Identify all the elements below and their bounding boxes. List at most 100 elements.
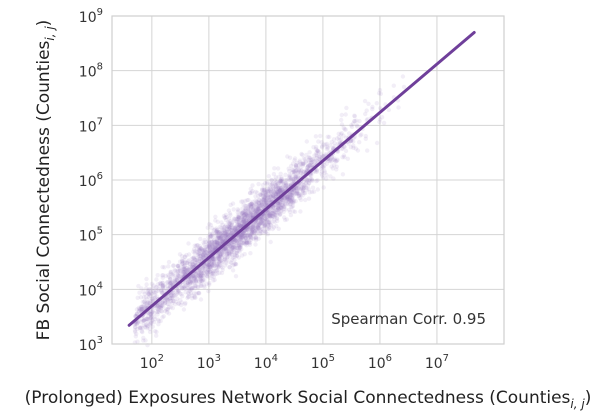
scatter-point <box>323 152 328 157</box>
scatter-point <box>262 221 267 226</box>
scatter-point <box>340 155 345 160</box>
scatter-point <box>239 235 244 240</box>
scatter-point <box>146 314 151 319</box>
scatter-point <box>226 233 231 238</box>
scatter-point <box>203 267 208 272</box>
scatter-point <box>218 237 223 243</box>
scatter-point <box>289 163 294 169</box>
scatter-point <box>278 171 283 176</box>
scatter-point <box>189 286 194 291</box>
scatter-point <box>252 207 257 212</box>
scatter-point <box>209 270 214 275</box>
scatter-point <box>143 295 149 300</box>
scatter-point <box>237 222 242 227</box>
scatter-point <box>142 291 147 297</box>
scatter-point <box>247 202 253 208</box>
scatter-point <box>198 253 203 259</box>
scatter-point <box>255 204 260 210</box>
y-tick-label-base: 10 <box>79 65 97 81</box>
scatter-point <box>279 208 284 214</box>
scatter-point <box>165 283 170 289</box>
scatter-point <box>221 213 227 219</box>
scatter-point <box>160 284 166 290</box>
scatter-point <box>289 189 294 195</box>
y-tick-label-base: 10 <box>79 119 97 135</box>
scatter-point <box>191 279 197 284</box>
scatter-point <box>239 246 244 252</box>
scatter-point <box>251 228 256 234</box>
scatter-point <box>166 311 172 316</box>
scatter-point <box>193 261 199 266</box>
scatter-point <box>245 214 251 219</box>
scatter-point <box>263 216 268 221</box>
scatter-point <box>279 208 284 213</box>
y-tick-label-exponent: 4 <box>97 280 103 291</box>
scatter-point <box>396 105 401 110</box>
scatter-point <box>244 237 250 243</box>
scatter-point <box>266 217 271 222</box>
scatter-point <box>168 284 173 289</box>
scatter-point <box>333 158 338 164</box>
scatter-point <box>287 173 292 179</box>
scatter-point <box>294 160 300 165</box>
scatter-point <box>290 196 295 201</box>
scatter-point <box>304 139 309 144</box>
scatter-point <box>280 188 285 193</box>
scatter-point <box>292 168 297 174</box>
scatter-point <box>285 182 290 187</box>
scatter-point <box>258 228 264 233</box>
scatter-point <box>236 255 241 260</box>
scatter-point <box>168 298 173 304</box>
scatter-point <box>249 211 254 216</box>
scatter-point <box>290 200 296 206</box>
scatter-point <box>201 266 206 271</box>
scatter-point <box>325 134 330 139</box>
scatter-point <box>246 214 251 219</box>
scatter-point <box>258 229 263 234</box>
scatter-point <box>219 235 224 240</box>
scatter-point <box>259 197 265 202</box>
scatter-point <box>214 229 219 235</box>
scatter-point <box>192 275 197 281</box>
scatter-point <box>263 219 269 224</box>
scatter-point <box>230 201 236 206</box>
scatter-point <box>378 91 383 97</box>
scatter-point <box>220 233 226 239</box>
scatter-point <box>232 246 237 251</box>
scatter-point <box>173 299 178 304</box>
scatter-point <box>234 253 239 258</box>
scatter-point <box>311 189 317 194</box>
scatter-point <box>195 259 200 264</box>
scatter-point <box>159 302 164 308</box>
scatter-point <box>240 217 245 222</box>
scatter-point <box>182 302 188 307</box>
scatter-point <box>262 219 267 224</box>
scatter-point <box>246 236 251 241</box>
scatter-point <box>222 256 227 262</box>
scatter-point <box>247 242 253 247</box>
scatter-point <box>258 192 263 198</box>
scatter-point <box>339 112 344 118</box>
scatter-point <box>246 207 251 212</box>
scatter-point <box>266 213 271 218</box>
scatter-point <box>345 156 350 161</box>
scatter-point <box>189 256 194 261</box>
y-tick-label-base: 10 <box>79 229 97 245</box>
scatter-point <box>325 145 331 151</box>
scatter-point <box>177 252 183 257</box>
scatter-point <box>293 185 299 191</box>
scatter-point <box>141 289 146 294</box>
scatter-point <box>184 260 190 266</box>
scatter-point <box>197 243 202 249</box>
scatter-point <box>236 219 241 225</box>
scatter-point <box>268 193 273 199</box>
scatter-point <box>277 188 283 193</box>
scatter-point <box>239 215 244 220</box>
scatter-point <box>278 178 283 184</box>
scatter-point <box>240 240 245 245</box>
scatter-point <box>241 231 247 236</box>
scatter-point <box>261 188 266 193</box>
scatter-point <box>246 231 251 237</box>
scatter-point <box>314 156 319 161</box>
scatter-point <box>251 229 257 235</box>
